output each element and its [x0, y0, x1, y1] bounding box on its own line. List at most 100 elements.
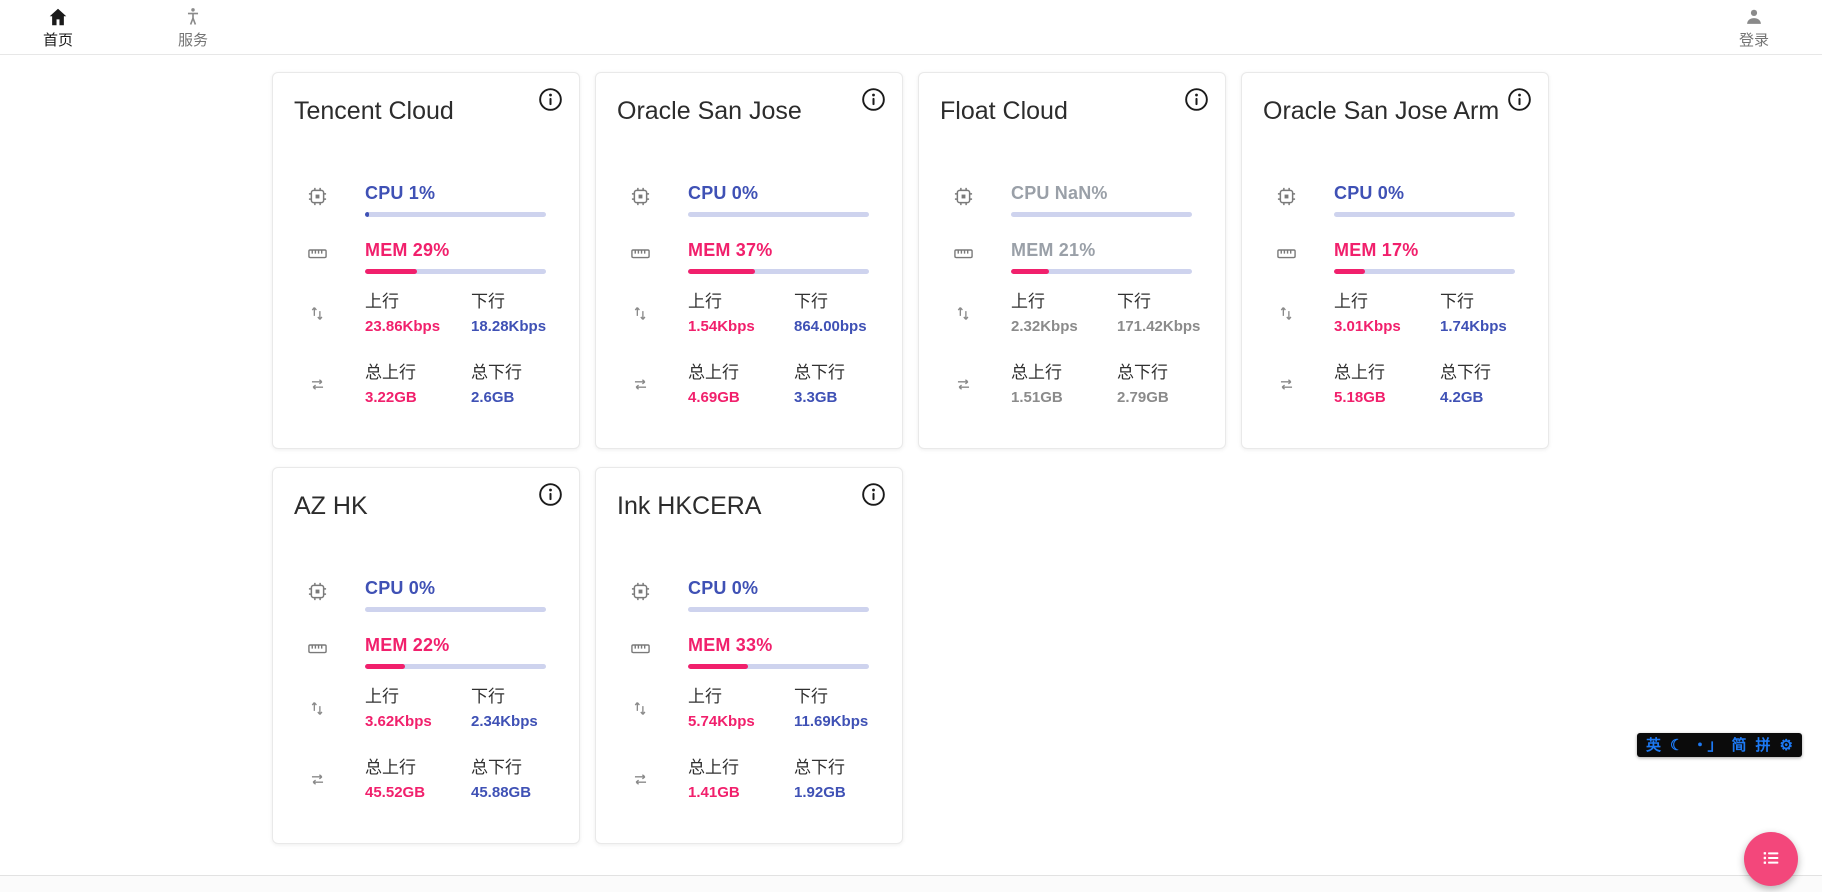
total-download-label: 总下行 [471, 363, 522, 382]
cpu-meter: CPU 0% [365, 578, 546, 612]
nav-item-service[interactable]: 服务 [165, 6, 221, 50]
speed-row: 上行 5.74Kbps 下行 11.69Kbps [627, 687, 869, 731]
mem-meter: MEM 29% [365, 240, 546, 274]
mem-row: MEM 21% [950, 240, 1192, 274]
info-button[interactable] [1504, 86, 1534, 116]
mem-bar-fill [1011, 268, 1049, 274]
total-upload-stat: 总上行 5.18GB [1334, 363, 1440, 407]
total-download-value: 1.92GB [794, 784, 846, 802]
info-button[interactable] [858, 86, 888, 116]
total-download-label: 总下行 [471, 758, 522, 777]
info-icon [1506, 86, 1533, 116]
mem-ruler-icon [304, 636, 330, 669]
total-download-stat: 总下行 3.3GB [794, 363, 845, 407]
server-card: Ink HKCERA CPU 0% [595, 467, 903, 844]
download-value: 2.34Kbps [471, 713, 538, 731]
mem-row: MEM 17% [1273, 240, 1515, 274]
info-button[interactable] [535, 86, 565, 116]
cpu-row: CPU 0% [304, 578, 546, 612]
server-card: Float Cloud CPU NaN% [918, 72, 1226, 449]
mem-meter: MEM 21% [1011, 240, 1192, 274]
info-button[interactable] [1181, 86, 1211, 116]
cpu-progress-track [688, 606, 869, 612]
cpu-usage-text: CPU 0% [1334, 183, 1405, 203]
total-upload-stat: 总上行 3.22GB [365, 363, 471, 407]
punctuation-mode-indicator[interactable]: ・」 [1692, 736, 1723, 754]
simplified-chinese-indicator[interactable]: 简 [1731, 736, 1747, 754]
download-label: 下行 [1117, 292, 1151, 311]
total-upload-label: 总上行 [365, 758, 416, 777]
server-grid: Tencent Cloud CPU 1% [272, 72, 1567, 844]
total-upload-stat: 总上行 4.69GB [688, 363, 794, 407]
cpu-meter: CPU 0% [688, 183, 869, 217]
download-label: 下行 [1440, 292, 1474, 311]
nav-item-home[interactable]: 首页 [30, 6, 86, 50]
speed-row: 上行 23.86Kbps 下行 18.28Kbps [304, 292, 546, 336]
download-value: 1.74Kbps [1440, 318, 1507, 336]
cpu-chip-icon [627, 184, 653, 217]
cpu-meter: CPU 0% [688, 578, 869, 612]
server-list-fab[interactable] [1744, 832, 1798, 886]
upload-stat: 上行 5.74Kbps [688, 687, 794, 731]
mem-progress-track [1334, 268, 1515, 274]
info-icon [537, 86, 564, 116]
swap-arrows-icon [304, 758, 330, 802]
total-upload-value: 1.51GB [1011, 389, 1063, 407]
upload-value: 23.86Kbps [365, 318, 441, 336]
mem-meter: MEM 37% [688, 240, 869, 274]
upload-stat: 上行 2.32Kbps [1011, 292, 1117, 336]
upload-value: 3.62Kbps [365, 713, 432, 731]
info-button[interactable] [858, 481, 888, 511]
total-download-stat: 总下行 4.2GB [1440, 363, 1491, 407]
nav-item-login[interactable]: 登录 [1726, 6, 1782, 50]
info-button[interactable] [535, 481, 565, 511]
moon-icon[interactable]: ☾ [1670, 736, 1684, 754]
cpu-progress-track [1011, 211, 1192, 217]
upload-label: 上行 [1011, 292, 1045, 311]
total-download-stat: 总下行 2.79GB [1117, 363, 1169, 407]
info-icon [1183, 86, 1210, 116]
upload-label: 上行 [688, 687, 722, 706]
info-icon [860, 481, 887, 511]
mem-usage-text: MEM 17% [1334, 240, 1419, 260]
total-upload-value: 1.41GB [688, 784, 740, 802]
mem-usage-text: MEM 22% [365, 635, 450, 655]
up-down-arrows-icon [627, 292, 653, 336]
cpu-progress-track [365, 606, 546, 612]
server-title: Float Cloud [940, 97, 1068, 125]
swap-arrows-icon [627, 758, 653, 802]
info-icon [537, 481, 564, 511]
mem-row: MEM 22% [304, 635, 546, 669]
total-download-value: 2.6GB [471, 389, 515, 407]
pinyin-indicator[interactable]: 拼 [1755, 736, 1771, 754]
server-title: Oracle San Jose [617, 97, 802, 125]
mem-ruler-icon [627, 636, 653, 669]
mem-usage-text: MEM 21% [1011, 240, 1096, 260]
cpu-meter: CPU 1% [365, 183, 546, 217]
top-nav: 首页 服务 登录 [0, 0, 1822, 55]
cpu-row: CPU NaN% [950, 183, 1192, 217]
upload-value: 5.74Kbps [688, 713, 755, 731]
download-value: 11.69Kbps [794, 713, 869, 731]
download-value: 864.00bps [794, 318, 867, 336]
total-upload-stat: 总上行 1.51GB [1011, 363, 1117, 407]
mem-bar-fill [688, 663, 748, 669]
download-label: 下行 [794, 292, 828, 311]
person-icon [1743, 6, 1765, 31]
mem-meter: MEM 33% [688, 635, 869, 669]
total-download-label: 总下行 [794, 363, 845, 382]
server-card: Oracle San Jose CPU 0% [595, 72, 903, 449]
total-download-value: 4.2GB [1440, 389, 1484, 407]
total-upload-value: 5.18GB [1334, 389, 1386, 407]
cpu-progress-track [1334, 211, 1515, 217]
total-download-value: 45.88GB [471, 784, 532, 802]
gear-icon[interactable]: ⚙ [1779, 736, 1793, 754]
total-upload-label: 总上行 [1011, 363, 1062, 382]
home-icon [47, 6, 69, 31]
server-title: Ink HKCERA [617, 492, 762, 520]
total-upload-value: 4.69GB [688, 389, 740, 407]
cpu-row: CPU 1% [304, 183, 546, 217]
english-mode-indicator[interactable]: 英 [1646, 736, 1662, 754]
cpu-progress-track [365, 211, 546, 217]
total-upload-label: 总上行 [688, 363, 739, 382]
